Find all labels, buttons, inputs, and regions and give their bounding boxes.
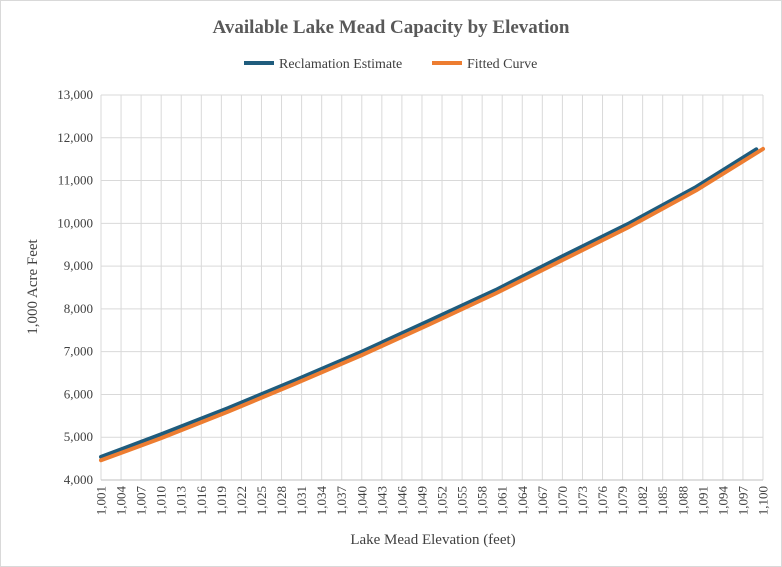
x-tick-label: 1,064 xyxy=(515,486,530,516)
x-tick-label: 1,085 xyxy=(655,486,670,515)
x-tick-label: 1,100 xyxy=(756,486,771,515)
x-axis-ticks: 1,001 1,004 1,007 1,010 1,013 1,016 1,019 1,022… xyxy=(94,486,771,516)
y-axis-ticks: 4,000 5,000 6,000 7,000 8,000 9,000 10,000 11,0… xyxy=(57,87,93,487)
x-tick-label: 1,073 xyxy=(575,486,590,515)
x-tick-label: 1,070 xyxy=(555,486,570,515)
legend: Reclamation Estimate Fitted Curve xyxy=(244,57,537,72)
x-tick-label: 1,082 xyxy=(635,486,650,515)
legend-label-reclamation: Reclamation Estimate xyxy=(279,57,402,72)
x-tick-label: 1,013 xyxy=(174,486,189,515)
y-tick-label: 9,000 xyxy=(64,258,93,273)
y-tick-label: 8,000 xyxy=(64,301,93,316)
x-tick-label: 1,049 xyxy=(414,486,429,515)
x-tick-label: 1,094 xyxy=(715,486,730,516)
legend-label-fitted: Fitted Curve xyxy=(467,57,537,72)
chart-title: Available Lake Mead Capacity by Elevatio… xyxy=(213,17,570,38)
x-tick-label: 1,037 xyxy=(334,486,349,516)
series-line-reclamation-estimate xyxy=(99,147,759,459)
x-tick-label: 1,088 xyxy=(675,486,690,515)
x-axis-title: Lake Mead Elevation (feet) xyxy=(350,532,515,548)
y-axis-title: 1,000 Acre Feet xyxy=(25,238,41,334)
x-tick-label: 1,028 xyxy=(274,486,289,515)
series-lines xyxy=(99,146,765,463)
x-tick-label: 1,046 xyxy=(394,486,409,516)
y-tick-label: 10,000 xyxy=(57,215,93,230)
x-tick-label: 1,001 xyxy=(94,486,109,515)
y-tick-label: 7,000 xyxy=(64,344,93,359)
y-tick-label: 6,000 xyxy=(64,386,93,401)
x-tick-label: 1,040 xyxy=(354,486,369,515)
x-tick-label: 1,019 xyxy=(214,486,229,515)
x-tick-label: 1,061 xyxy=(495,486,510,515)
x-tick-label: 1,052 xyxy=(435,486,450,515)
x-tick-label: 1,016 xyxy=(194,486,209,516)
x-tick-label: 1,097 xyxy=(735,486,750,516)
gridlines xyxy=(100,94,764,481)
x-tick-label: 1,055 xyxy=(455,486,470,515)
x-tick-label: 1,067 xyxy=(535,486,550,516)
x-tick-label: 1,004 xyxy=(114,486,129,516)
x-tick-label: 1,022 xyxy=(234,486,249,515)
series-line-fitted-curve xyxy=(99,146,765,463)
x-tick-label: 1,043 xyxy=(374,486,389,515)
x-tick-label: 1,079 xyxy=(615,486,630,515)
y-tick-label: 4,000 xyxy=(64,472,93,487)
y-tick-label: 5,000 xyxy=(64,429,93,444)
x-tick-label: 1,091 xyxy=(695,486,710,515)
x-tick-label: 1,076 xyxy=(595,486,610,516)
x-tick-label: 1,034 xyxy=(314,486,329,516)
y-tick-label: 13,000 xyxy=(57,87,93,102)
x-tick-label: 1,031 xyxy=(294,486,309,515)
x-tick-label: 1,007 xyxy=(134,486,149,516)
x-tick-label: 1,025 xyxy=(254,486,269,515)
y-tick-label: 11,000 xyxy=(58,173,93,188)
y-tick-label: 12,000 xyxy=(57,130,93,145)
x-tick-label: 1,058 xyxy=(475,486,490,515)
x-tick-label: 1,010 xyxy=(154,486,169,515)
